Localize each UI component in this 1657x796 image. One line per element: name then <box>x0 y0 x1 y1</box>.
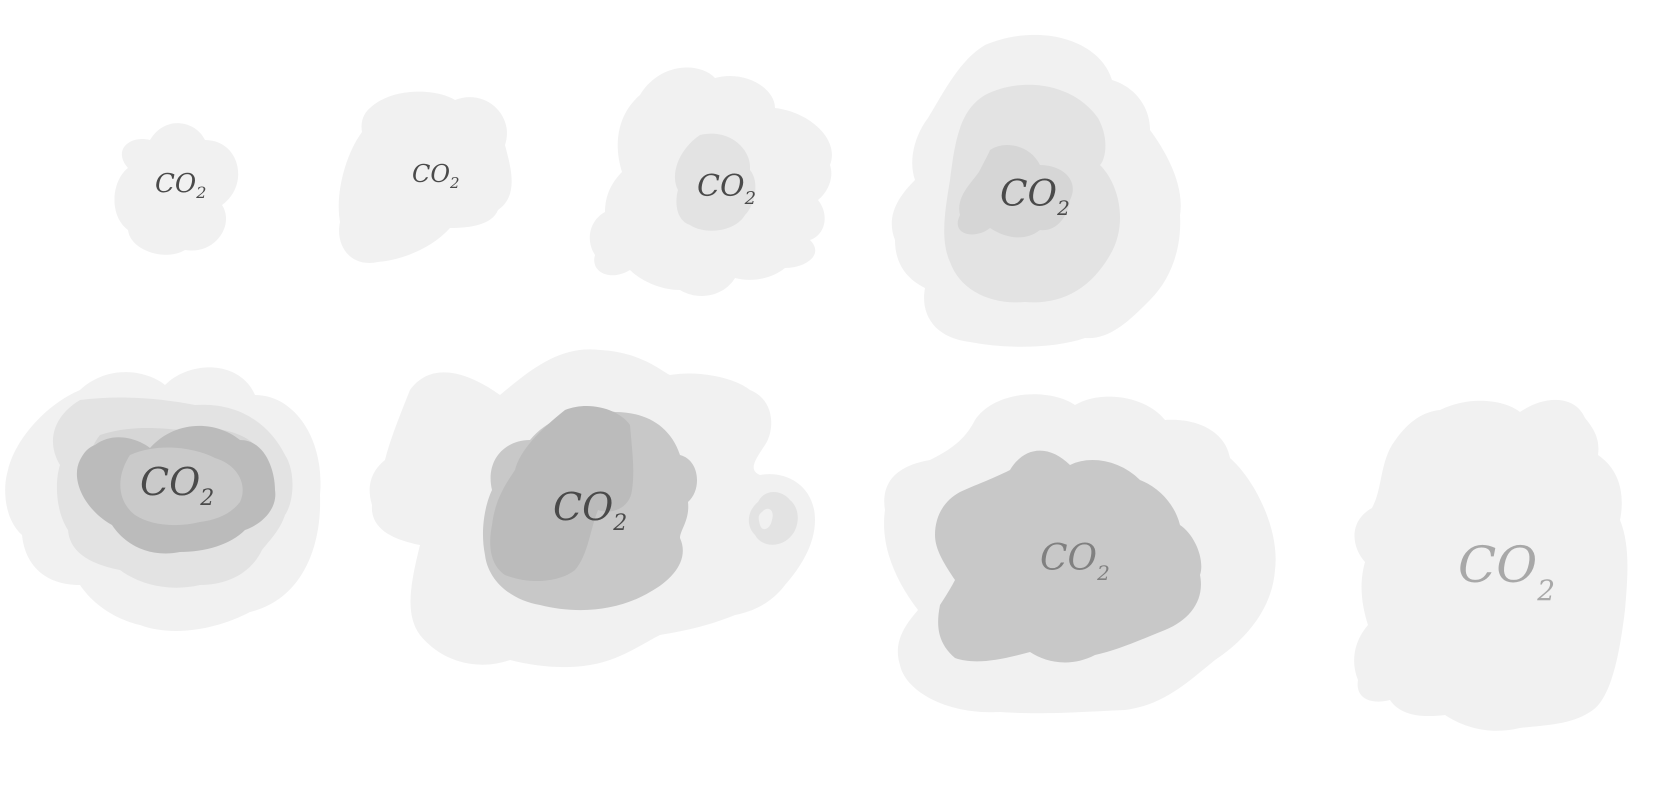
co2-cloud-4: CO2 <box>891 34 1181 347</box>
cloud-2-co2-label: CO2 <box>412 160 460 192</box>
cloud-6-dark-layer <box>490 405 634 582</box>
cloud-5-inner-layer <box>120 447 243 526</box>
cloud-6-co2-subscript: 2 <box>612 511 627 536</box>
cloud-4-co2-label: CO2 <box>1000 174 1070 220</box>
cloud-3-co2-subscript: 2 <box>744 188 756 209</box>
co2-cloud-6: CO2 <box>369 349 815 668</box>
cloud-7-co2-subscript: 2 <box>1096 561 1110 585</box>
cloud-1-co2-text: CO <box>155 169 196 199</box>
cloud-8-co2-text: CO <box>1458 536 1537 594</box>
cloud-6-satellite-inner <box>758 508 773 530</box>
co2-cloud-1: CO2 <box>114 123 239 255</box>
cloud-4-co2-subscript: 2 <box>1056 196 1070 220</box>
co2-cloud-5: CO2 <box>5 367 321 631</box>
co2-cloud-7: CO2 <box>884 394 1276 714</box>
cloud-1-light-layer <box>114 123 239 255</box>
cloud-8-co2-label: CO2 <box>1458 536 1555 607</box>
co2-cloud-2: CO2 <box>338 91 512 263</box>
cloud-1-co2-subscript: 2 <box>195 183 206 202</box>
cloud-3-mid-layer <box>674 133 756 231</box>
cloud-3-co2-text: CO <box>697 169 745 204</box>
cloud-2-co2-subscript: 2 <box>449 174 460 192</box>
cloud-7-co2-text: CO <box>1040 538 1097 579</box>
cloud-6-co2-text: CO <box>553 485 613 529</box>
cloud-1-co2-label: CO2 <box>155 169 206 202</box>
cloud-4-co2-text: CO <box>1000 174 1057 215</box>
cloud-7-dark-layer <box>935 450 1202 663</box>
co2-cloud-8: CO2 <box>1354 399 1628 731</box>
cloud-5-co2-label: CO2 <box>140 460 214 511</box>
cloud-6-co2-label: CO2 <box>553 485 627 536</box>
cloud-8-co2-subscript: 2 <box>1536 574 1555 607</box>
cloud-6-satellite-cloud <box>748 492 798 545</box>
cloud-3-co2-label: CO2 <box>697 169 756 209</box>
cloud-5-co2-subscript: 2 <box>199 486 214 511</box>
cloud-2-light-layer <box>338 91 512 263</box>
cloud-7-co2-label: CO2 <box>1040 538 1110 585</box>
co2-cloud-3: CO2 <box>589 67 832 297</box>
cloud-8-light-layer <box>1354 399 1628 731</box>
cloud-4-dark-layer <box>957 145 1073 238</box>
cloud-5-co2-text: CO <box>140 460 200 504</box>
cloud-2-co2-text: CO <box>412 160 450 188</box>
